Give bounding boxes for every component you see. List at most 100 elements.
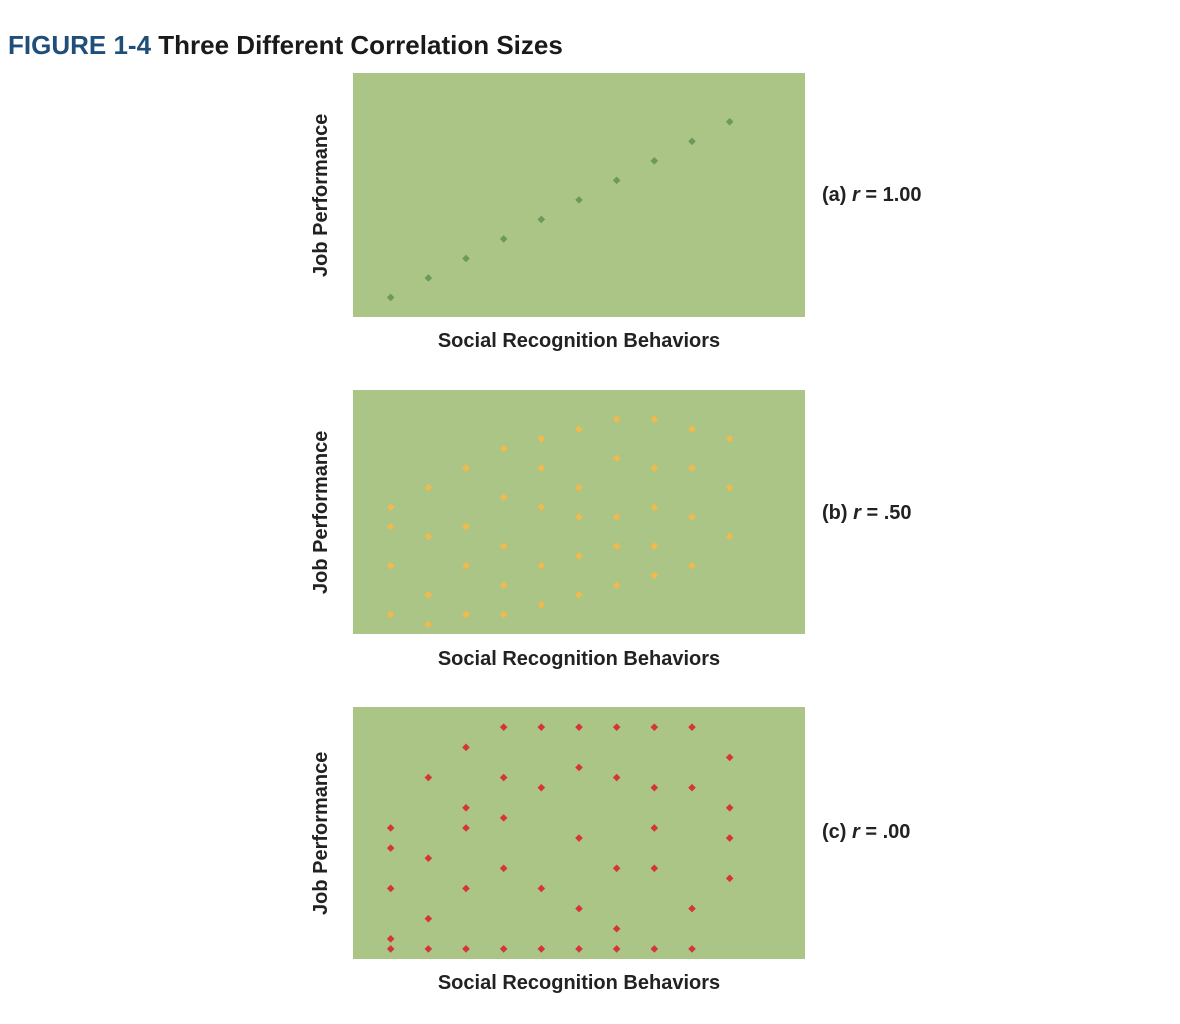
scatter-point [725, 532, 734, 541]
scatter-point [612, 415, 621, 424]
scatter-point [424, 854, 433, 862]
scatter-point [650, 783, 659, 792]
scatter-point [537, 561, 546, 570]
scatter-point [725, 804, 734, 812]
scatter-point [386, 945, 395, 953]
figure-title: FIGURE 1-4 Three Different Correlation S… [8, 30, 563, 61]
scatter-point [575, 834, 583, 842]
scatter-point [688, 945, 696, 953]
scatter-point [386, 824, 395, 832]
scatter-point [650, 723, 659, 731]
x-axis-label: Social Recognition Behaviors [437, 330, 721, 352]
scatter-point [537, 503, 546, 511]
y-axis-label: Job Performance [310, 113, 332, 277]
plot-area [353, 73, 805, 317]
scatter-point [612, 945, 621, 953]
chart-panel-a: Job Performance Social Recognition Behav… [310, 73, 950, 363]
scatter-point [650, 157, 659, 165]
r-symbol: r [852, 821, 860, 843]
chart-panel-b: Job Performance Social Recognition Behav… [310, 390, 950, 680]
panel-letter: (b) [822, 502, 848, 524]
scatter-point [650, 945, 659, 953]
scatter-point [612, 581, 621, 589]
scatter-point [688, 561, 696, 570]
scatter-point [650, 864, 659, 873]
scatter-point [650, 824, 659, 832]
chart-panel-c: Job Performance Social Recognition Behav… [310, 707, 950, 1007]
scatter-point [462, 743, 470, 752]
scatter-point [612, 176, 621, 185]
x-axis-label: Social Recognition Behaviors [437, 972, 721, 994]
scatter-plot-c [353, 707, 805, 959]
scatter-point [725, 483, 734, 492]
scatter-point [612, 513, 621, 521]
scatter-point [424, 914, 433, 923]
scatter-point [650, 464, 659, 472]
scatter-point [499, 864, 508, 873]
scatter-point [612, 924, 621, 933]
scatter-plot-a [353, 73, 805, 317]
scatter-point [462, 610, 470, 619]
correlation-label-a: (a) r = 1.00 [822, 184, 922, 207]
scatter-point [537, 215, 546, 224]
scatter-point [424, 591, 433, 599]
scatter-point [386, 293, 395, 302]
figure-number: FIGURE 1-4 [8, 30, 152, 60]
scatter-plot-b [353, 390, 805, 634]
figure-title-text: Three Different Correlation Sizes [158, 30, 563, 60]
scatter-point [537, 723, 546, 731]
scatter-point [424, 773, 433, 782]
scatter-point [386, 884, 395, 893]
scatter-point [688, 904, 696, 913]
scatter-point [537, 783, 546, 792]
correlation-label-b: (b) r = .50 [822, 502, 912, 525]
scatter-point [386, 610, 395, 619]
scatter-point [386, 561, 395, 570]
scatter-point [499, 235, 508, 243]
panel-letter: (a) [822, 184, 847, 206]
x-axis-label: Social Recognition Behaviors [437, 648, 721, 670]
scatter-point [650, 415, 659, 424]
scatter-point [725, 435, 734, 443]
scatter-point [537, 884, 546, 893]
scatter-point [575, 591, 583, 599]
scatter-point [612, 723, 621, 731]
r-symbol: r [852, 184, 860, 206]
r-value: = 1.00 [865, 184, 922, 206]
scatter-point [424, 532, 433, 541]
scatter-point [612, 454, 621, 463]
scatter-point [499, 444, 508, 453]
scatter-point [688, 723, 696, 731]
scatter-point [537, 464, 546, 472]
r-value: = .50 [866, 502, 912, 524]
scatter-point [537, 435, 546, 443]
scatter-point [462, 561, 470, 570]
scatter-point [499, 723, 508, 731]
scatter-point [725, 753, 734, 762]
scatter-point [537, 945, 546, 953]
y-axis-label: Job Performance [310, 430, 332, 594]
scatter-point [612, 864, 621, 873]
scatter-point [499, 945, 508, 953]
scatter-point [462, 884, 470, 893]
scatter-point [424, 945, 433, 953]
scatter-point [499, 581, 508, 589]
scatter-point [386, 522, 395, 531]
scatter-point [612, 542, 621, 550]
plot-area [353, 707, 805, 959]
scatter-point [612, 773, 621, 782]
scatter-point [462, 824, 470, 832]
scatter-point [650, 571, 659, 580]
scatter-point [650, 542, 659, 550]
scatter-point [499, 542, 508, 550]
scatter-point [725, 874, 734, 883]
scatter-point [499, 610, 508, 619]
scatter-point [575, 552, 583, 560]
scatter-point [462, 804, 470, 812]
scatter-point [650, 503, 659, 511]
r-symbol: r [853, 502, 861, 524]
y-axis-label: Job Performance [310, 751, 332, 915]
scatter-point [725, 834, 734, 842]
r-value: = .00 [865, 821, 911, 843]
scatter-point [462, 945, 470, 953]
